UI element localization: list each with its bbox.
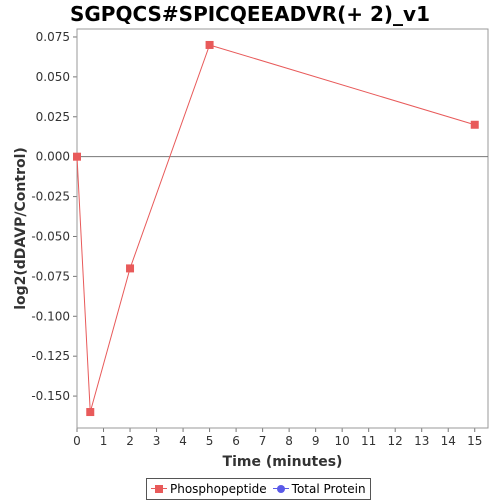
x-tick-label: 2 <box>126 434 134 448</box>
data-point <box>73 152 81 161</box>
x-tick-label: 7 <box>259 434 267 448</box>
y-tick-label: 0.000 <box>36 150 70 164</box>
square-marker-icon <box>151 484 167 494</box>
x-tick-label: 10 <box>335 434 350 448</box>
y-tick-label: -0.025 <box>31 190 70 204</box>
y-tick-label: -0.075 <box>31 269 70 283</box>
legend-label-phosphopeptide: Phosphopeptide <box>170 482 267 496</box>
plot-frame <box>76 28 489 429</box>
legend-item-phosphopeptide: Phosphopeptide <box>151 482 267 496</box>
y-axis-ticks: 0.075 0.050 0.025 0.000 -0.025 -0.050 -0.075 -0… <box>31 30 77 403</box>
x-axis-title: Time (minutes) <box>223 454 343 470</box>
x-tick-label: 1 <box>100 434 108 448</box>
y-tick-label: -0.150 <box>31 389 70 403</box>
x-tick-label: 14 <box>441 434 456 448</box>
x-tick-label: 15 <box>467 434 482 448</box>
x-tick-label: 6 <box>232 434 240 448</box>
x-tick-label: 4 <box>179 434 187 448</box>
chart-title: SGPQCS#SPICQEEADVR(+ 2)_v1 <box>69 2 431 26</box>
data-point <box>86 408 95 417</box>
x-tick-label: 9 <box>312 434 320 448</box>
legend-item-total-protein: Total Protein <box>272 482 366 496</box>
y-tick-label: 0.075 <box>36 30 70 44</box>
x-tick-label: 5 <box>206 434 214 448</box>
y-tick-label: 0.025 <box>36 110 70 124</box>
y-tick-label: 0.050 <box>36 70 70 84</box>
y-axis-title: log2(dDAVP/Control) <box>13 147 29 310</box>
legend-label-total-protein: Total Protein <box>291 482 366 496</box>
x-tick-label: 13 <box>414 434 429 448</box>
x-tick-label: 3 <box>153 434 161 448</box>
x-tick-label: 12 <box>388 434 403 448</box>
x-tick-label: 0 <box>73 434 81 448</box>
x-tick-label: 11 <box>361 434 376 448</box>
x-axis-ticks: 0 1 2 3 4 5 6 7 8 9 10 11 12 13 14 15 <box>73 428 482 448</box>
data-point <box>470 120 479 129</box>
y-tick-label: -0.125 <box>31 349 70 363</box>
circle-marker-icon <box>272 484 289 494</box>
data-point <box>205 40 214 49</box>
x-tick-label: 8 <box>285 434 293 448</box>
y-tick-label: -0.100 <box>31 309 70 323</box>
data-point <box>126 264 135 273</box>
plot-area <box>73 28 489 429</box>
y-tick-label: -0.050 <box>31 229 70 243</box>
legend: Phosphopeptide Total Protein <box>146 478 371 500</box>
